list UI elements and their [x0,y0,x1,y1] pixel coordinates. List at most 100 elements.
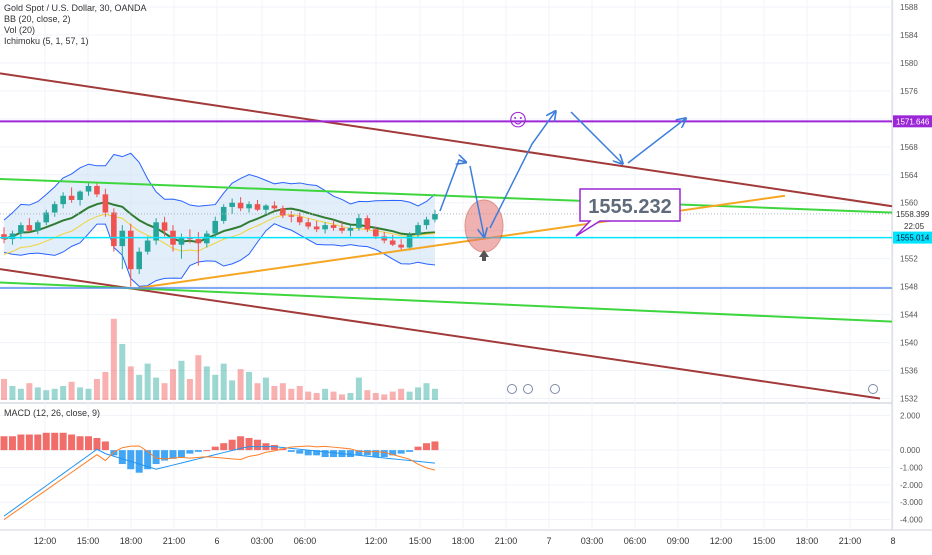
price-badge-support: 1555.014 [896,234,930,243]
volume-bar [68,381,75,400]
macd-histogram-bar [169,450,177,459]
macd-tick-label: 2.000 [900,411,921,420]
economic-event-marker[interactable] [868,384,878,394]
volume-bar [415,387,422,400]
upper-channel-trendline[interactable] [0,72,893,208]
price-tick-label: 1576 [900,87,918,96]
time-tick-label: 12:00 [365,536,388,546]
candle-body [220,206,227,221]
volume-bar [93,379,100,400]
macd-histogram-bar [152,450,160,465]
price-tick-label: 1584 [900,31,918,40]
volume-bar [406,391,413,400]
volume-bar [110,318,117,400]
volume-bar [43,390,50,400]
volume-bar [288,388,295,400]
candle-body [212,220,219,234]
volume-bar [60,386,67,400]
bar-countdown: 22:05 [904,222,925,231]
macd-histogram-bar [25,434,33,451]
volume-bar [212,374,219,400]
macd-histogram-bar [237,436,245,451]
price-tick-label: 1552 [900,255,918,264]
macd-tick-label: -3.000 [900,498,923,507]
candle-body [415,225,421,235]
indicator-bb[interactable]: BB (20, close, 2) [4,14,71,24]
time-tick-label: 12:00 [34,536,57,546]
price-tick-label: 1588 [900,3,918,12]
price-tick-label: 1564 [900,171,918,180]
price-tick-label: 1560 [900,199,918,208]
macd-tick-label: -4.000 [900,516,923,525]
candle-body [43,212,50,223]
candle-body [127,230,134,270]
candle-body [406,234,413,248]
volume-bar [9,386,16,400]
candle-body [347,227,354,231]
price-badge-support-bg [893,231,932,244]
projection-arrow[interactable] [570,111,622,163]
volume-bar [203,366,210,400]
macd-tick-label: 0.000 [900,446,921,455]
projection-arrow[interactable] [627,119,685,164]
time-tick-label: 06:00 [624,536,647,546]
macd-histogram-bar [431,441,439,451]
macd-histogram-bar [330,450,338,458]
up-arrow-marker [479,250,489,261]
lower-channel-trendline[interactable] [0,268,881,400]
candle-body [356,218,362,228]
candle-body [423,219,430,226]
volume-bar [389,391,396,400]
macd-histogram-bar [135,450,143,473]
macd-histogram-bar [389,450,397,456]
volume-bar [246,372,253,400]
indicator-ichimoku[interactable]: Ichimoku (5, 1, 57, 1) [4,36,89,46]
macd-histogram-bar [220,443,228,451]
volume-bar [372,393,379,400]
candle-body [373,229,379,237]
candle-body [322,225,328,230]
economic-event-marker[interactable] [550,384,560,394]
volume-bar [170,369,176,400]
ichimoku-cloud [4,153,435,287]
indicator-vol[interactable]: Vol (20) [4,25,36,35]
volume-bar [186,379,193,400]
price-tick-label: 1548 [900,283,918,292]
projection-arrow[interactable] [489,112,555,229]
green-trendline-lower[interactable] [0,281,893,323]
candle-body [313,226,320,230]
time-tick-label: 09:00 [667,536,690,546]
macd-histogram-bar [321,450,329,458]
projection-arrow[interactable] [439,160,465,212]
economic-event-marker[interactable] [507,384,517,394]
candle-body [288,215,295,217]
smiley-emoji[interactable]: ☺ [505,103,532,133]
macd-histogram-bar [287,450,295,452]
macd-histogram-bar [68,434,76,451]
bb-lower-line [3,223,436,287]
volume-bar [296,386,303,400]
time-tick-label: 06:00 [294,536,317,546]
candle-body [195,239,202,244]
macd-legend[interactable]: MACD (12, 26, close, 9) [4,408,101,418]
highlight-ellipse[interactable] [464,199,504,253]
candle-body [254,204,261,210]
projection-arrow[interactable] [469,165,484,236]
symbol-title: Gold Spot / U.S. Dollar, 30, OANDA [4,3,147,13]
volume-bar [195,355,202,400]
drawings[interactable]: ☺ 1555.232 [0,72,893,400]
economic-event-marker[interactable] [523,384,533,394]
volume-bar [85,388,92,400]
macd-histogram-bar [0,436,8,451]
candle-body [144,240,151,252]
candle-body [246,204,252,209]
chart-legend[interactable]: Gold Spot / U.S. Dollar, 30, OANDA BB (2… [4,3,147,47]
volume-bar [127,366,134,400]
volume-bar [313,393,320,400]
axes: 12:00 15:00 18:00 21:00 6 03:00 06:00 12:00 15:0… [34,3,932,546]
macd-histogram-bar [313,450,321,456]
price-callout-box[interactable] [575,188,681,237]
time-tick-label: 18:00 [120,536,143,546]
macd-line [3,446,436,517]
